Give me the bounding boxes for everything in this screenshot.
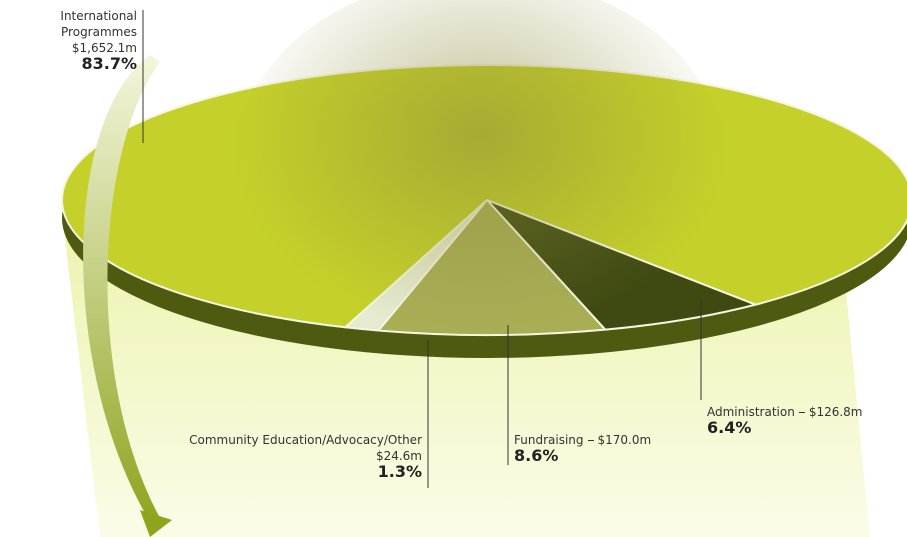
dash [588,440,594,441]
category: Administration [707,405,795,419]
label: Fundraising $170.0m 8.6% [514,432,651,464]
category: International Programmes [60,9,137,39]
category: Fundraising [514,433,584,447]
amount: $170.0m [598,433,652,447]
label: Administration $126.8m 6.4% [707,404,863,436]
category: Community Education/Advocacy/Other [189,433,422,447]
percent: 8.6% [514,448,651,464]
label: Community Education/Advocacy/Other $24.6… [120,432,422,480]
dash [799,412,805,413]
amount: $126.8m [809,405,863,419]
infographic: International Programmes $1,652.1m 83.7%… [0,0,907,537]
percent: 6.4% [707,420,863,436]
percent: 83.7% [40,56,137,72]
amount: $1,652.1m [72,41,137,55]
label: International Programmes $1,652.1m 83.7% [40,8,137,72]
amount: $24.6m [376,449,422,463]
percent: 1.3% [120,464,422,480]
